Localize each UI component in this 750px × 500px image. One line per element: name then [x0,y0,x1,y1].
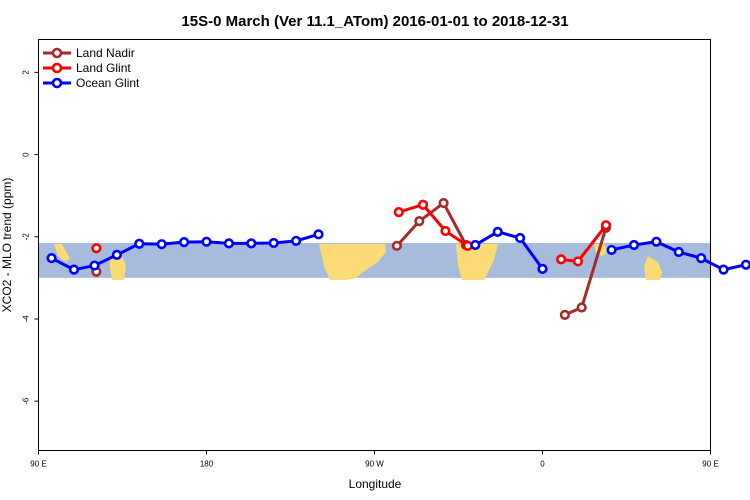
ocean-glint-point [68,264,80,275]
land-nadir-point [576,302,587,313]
x-tick-label: 90 W [365,460,384,469]
y-tick-label: -2 [22,233,31,241]
land-shape [644,256,662,280]
legend-label: Land Nadir [76,46,135,60]
legend-marker [51,62,63,74]
ocean-glint-point [606,244,617,256]
legend-marker [51,77,63,89]
ocean-glint-point [156,239,167,250]
land-nadir-point [559,309,571,320]
x-axis-label: Longitude [349,477,402,491]
ocean-glint-point [514,232,526,244]
ocean-glint-point [696,253,707,264]
land-shape [54,244,70,262]
land-nadir-point [438,197,449,209]
land-shape [319,244,386,280]
axes: 90 E 180 90 W 0 90 E 2 0 -2 -4 -6 [22,70,719,469]
ocean-glint-point [673,246,684,258]
x-tick-label: 180 [200,460,214,469]
ocean-glint-line [474,230,544,270]
y-tick-label: -4 [22,315,31,323]
y-tick-label: 0 [22,152,31,157]
ocean-glint-point [223,238,234,249]
ocean-glint-point [651,236,662,247]
ocean-glint-point [740,259,750,270]
y-axis-label: XCO2 - MLO trend (ppm) [0,178,14,313]
x-tick-label: 90 E [702,460,718,469]
land-shape [110,256,126,280]
series-land-glint [91,199,612,267]
land-glint-point [556,254,567,265]
y-tick-label: -6 [22,397,31,405]
land-glint-point [393,207,404,218]
ocean-glint-point [134,238,145,249]
land-glint-point [600,220,612,231]
ocean-glint-point [179,237,190,248]
land-nadir-point [414,216,425,227]
ocean-glint-point [628,239,640,251]
ocean-glint-point [470,239,481,251]
land-shape [456,244,498,280]
ocean-glint-point [111,249,122,260]
x-tick-label: 0 [540,460,545,469]
land-glint-point [440,225,451,237]
legend-marker [51,47,63,59]
ocean-glint-point [291,235,302,246]
ocean-glint-point [718,264,729,275]
land-glint-line [398,203,469,248]
ocean-glint-point [268,237,279,249]
series-layer [46,197,750,320]
ocean-glint-point [201,236,212,247]
land-nadir-point [391,240,403,251]
land-nadir-line [395,201,468,247]
ocean-glint-point [313,229,324,240]
ocean-glint-point [537,263,548,274]
land-glint-point [417,199,429,210]
x-tick-label: 90 E [30,460,46,469]
y-tick-label: 2 [22,70,31,75]
series-ocean-glint [46,226,750,275]
ocean-glint-line [611,240,750,272]
ocean-glint-point [89,260,100,271]
land-glint-point [91,243,102,254]
chart-title: 15S-0 March (Ver 11.1_ATom) 2016-01-01 t… [181,13,568,30]
legend-entry-ocean-glint: Ocean Glint [43,76,140,90]
ocean-glint-point [46,253,57,264]
land-glint-point [572,256,584,267]
legend-entry-land-nadir: Land Nadir [43,46,135,60]
legend-entry-land-glint: Land Glint [43,61,131,75]
ocean-glint-point [492,226,503,237]
legend-label: Ocean Glint [76,76,140,90]
legend-label: Land Glint [76,61,131,75]
ocean-glint-point [246,238,257,249]
